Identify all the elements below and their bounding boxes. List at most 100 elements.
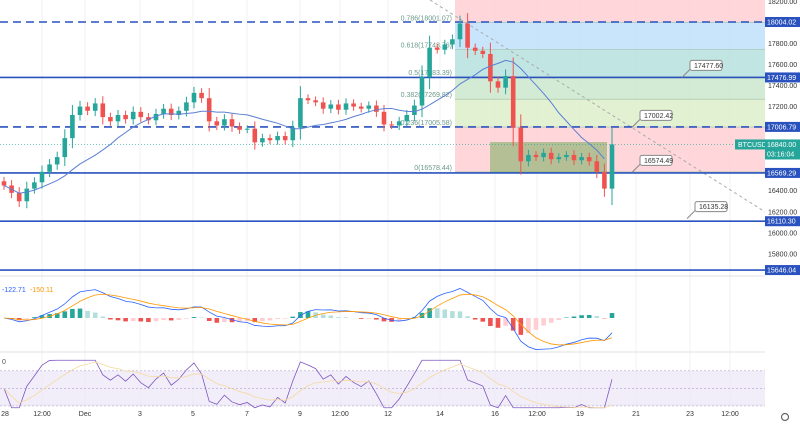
candle — [116, 115, 121, 121]
callout-label: 16135.28 — [699, 204, 728, 211]
candle — [488, 54, 493, 81]
candle — [17, 193, 22, 201]
macd-histogram-bar — [579, 315, 584, 318]
level-label: 16569.29 — [767, 170, 796, 177]
fib-zone — [455, 77, 765, 99]
time-tick: 28 — [1, 411, 9, 418]
candle — [367, 106, 372, 109]
macd-histogram-bar — [595, 316, 600, 318]
macd-histogram-bar — [572, 317, 577, 318]
candle — [458, 23, 463, 39]
time-tick: 9 — [298, 411, 302, 418]
macd-histogram-bar — [177, 318, 182, 320]
macd-histogram-bar — [541, 318, 546, 326]
macd-histogram-bar — [123, 318, 128, 321]
rsi-value: 0 — [2, 359, 6, 366]
macd-histogram-bar — [374, 318, 379, 320]
candle — [283, 136, 288, 140]
macd-histogram-bar — [557, 318, 562, 320]
macd-histogram-bar — [291, 317, 296, 318]
macd-histogram-bar — [450, 311, 455, 318]
price-tick: 17400.00 — [768, 83, 797, 90]
candle — [359, 107, 364, 109]
price-tick: 15800.00 — [768, 251, 797, 258]
price-tick: 16200.00 — [768, 209, 797, 216]
candle — [93, 103, 98, 110]
candle — [382, 112, 387, 125]
candle — [519, 128, 524, 162]
macd-histogram-bar — [534, 318, 539, 330]
candle — [298, 98, 303, 127]
candle — [412, 106, 417, 115]
candle — [275, 136, 280, 140]
candle — [291, 128, 296, 141]
candle — [557, 157, 562, 159]
candle — [78, 107, 83, 115]
macd-histogram-bar — [458, 311, 463, 318]
macd-histogram-bar — [481, 318, 486, 322]
candle — [222, 119, 227, 125]
macd-histogram-bar — [161, 318, 166, 320]
candle — [579, 157, 584, 160]
macd-histogram-bar — [70, 309, 75, 318]
candle — [336, 104, 341, 109]
candle — [329, 104, 334, 108]
macd-histogram-bar — [268, 318, 273, 320]
candle — [526, 155, 531, 161]
macd-histogram-bar — [587, 315, 592, 318]
macd-histogram-bar — [116, 318, 121, 320]
macd-histogram-bar — [321, 315, 326, 318]
macd-histogram-bar — [564, 317, 569, 318]
macd-histogram-bar — [131, 318, 136, 321]
candle — [161, 109, 166, 114]
macd-histogram-bar — [275, 318, 280, 319]
macd-histogram-bar — [154, 318, 159, 321]
level-label: 18004.02 — [767, 19, 796, 26]
candle — [2, 181, 7, 185]
macd-histogram-bar — [101, 316, 106, 318]
fib-zone — [455, 0, 765, 22]
macd-histogram-bar — [215, 318, 220, 323]
time-tick: 3 — [138, 411, 142, 418]
candle — [481, 51, 486, 54]
candle — [139, 112, 144, 117]
macd-signal-value: -150.11 — [30, 287, 53, 294]
time-tick: 12:00 — [528, 411, 546, 418]
macd-histogram-bar — [465, 316, 470, 318]
candle — [260, 138, 265, 142]
price-tick: 17600.00 — [768, 62, 797, 69]
macd-histogram-bar — [63, 311, 68, 318]
macd-histogram-bar — [367, 318, 372, 319]
candle — [237, 127, 242, 130]
time-tick: 21 — [632, 411, 640, 418]
callout-label: 17002.42 — [644, 113, 673, 120]
price-tick: 16400.00 — [768, 188, 797, 195]
macd-histogram-bar — [496, 318, 501, 328]
time-tick: 12 — [384, 411, 392, 418]
macd-histogram-bar — [610, 313, 615, 318]
price-tick: 17800.00 — [768, 41, 797, 48]
candle — [101, 103, 106, 117]
macd-histogram-bar — [207, 318, 212, 321]
candle — [450, 39, 455, 44]
candle — [215, 121, 220, 125]
macd-histogram-bar — [85, 311, 90, 318]
candle — [199, 93, 204, 98]
candle — [610, 144, 615, 188]
candle — [541, 153, 546, 157]
candle — [47, 164, 52, 171]
candle — [443, 45, 448, 50]
macd-histogram-bar — [549, 318, 554, 323]
candle — [427, 48, 432, 77]
candle — [253, 129, 258, 143]
candle — [511, 76, 516, 128]
price-tick: 17200.00 — [768, 104, 797, 111]
macd-histogram-bar — [192, 317, 197, 318]
candle — [389, 124, 394, 125]
countdown: 03:16:04 — [767, 151, 794, 158]
time-tick: 12:00 — [33, 411, 51, 418]
candle — [184, 102, 189, 110]
candle — [496, 81, 501, 87]
level-label: 17006.79 — [767, 124, 796, 131]
